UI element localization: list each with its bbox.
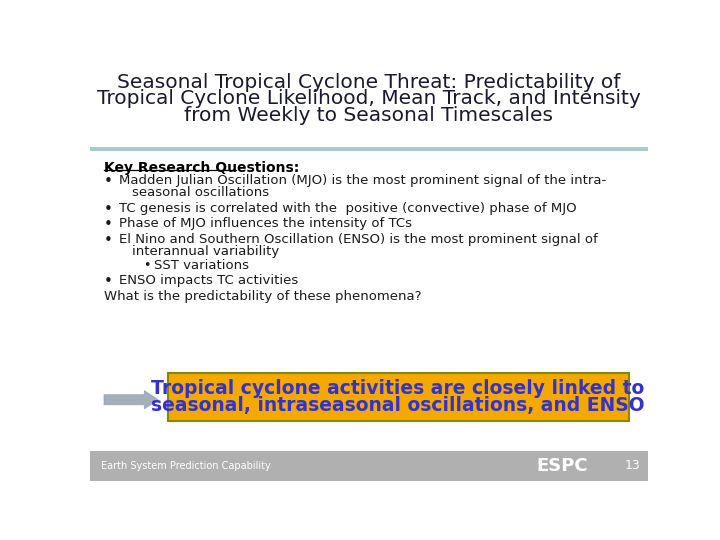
Text: •: • <box>104 174 113 189</box>
Text: •: • <box>104 217 113 232</box>
Text: 13: 13 <box>625 460 640 472</box>
Text: seasonal, intraseasonal oscillations, and ENSO: seasonal, intraseasonal oscillations, an… <box>151 396 645 415</box>
Text: interannual variability: interannual variability <box>132 245 279 258</box>
Text: •: • <box>104 233 113 248</box>
Text: Phase of MJO influences the intensity of TCs: Phase of MJO influences the intensity of… <box>120 217 413 230</box>
Text: What is the predictability of these phenomena?: What is the predictability of these phen… <box>104 289 421 302</box>
Text: •: • <box>143 259 150 272</box>
Text: Earth System Prediction Capability: Earth System Prediction Capability <box>101 461 271 471</box>
FancyBboxPatch shape <box>168 373 629 421</box>
Text: ESPC: ESPC <box>536 457 588 475</box>
Text: ENSO impacts TC activities: ENSO impacts TC activities <box>120 274 299 287</box>
Text: El Nino and Southern Oscillation (ENSO) is the most prominent signal of: El Nino and Southern Oscillation (ENSO) … <box>120 233 598 246</box>
Text: from Weekly to Seasonal Timescales: from Weekly to Seasonal Timescales <box>184 106 554 125</box>
Text: TC genesis is correlated with the  positive (convective) phase of MJO: TC genesis is correlated with the positi… <box>120 202 577 215</box>
Text: Tropical Cyclone Likelihood, Mean Track, and Intensity: Tropical Cyclone Likelihood, Mean Track,… <box>97 90 641 109</box>
Text: Key Research Questions:: Key Research Questions: <box>104 161 300 175</box>
Text: SST variations: SST variations <box>153 259 248 272</box>
Text: seasonal oscillations: seasonal oscillations <box>132 186 269 199</box>
Text: Seasonal Tropical Cyclone Threat: Predictability of: Seasonal Tropical Cyclone Threat: Predic… <box>117 72 621 91</box>
Bar <box>90 451 648 481</box>
Bar <box>90 147 648 151</box>
Polygon shape <box>104 390 158 409</box>
Text: Madden Julian Oscillation (MJO) is the most prominent signal of the intra-: Madden Julian Oscillation (MJO) is the m… <box>120 174 607 187</box>
Text: Tropical cyclone activities are closely linked to: Tropical cyclone activities are closely … <box>151 380 644 399</box>
Text: •: • <box>104 202 113 217</box>
Text: •: • <box>104 274 113 289</box>
